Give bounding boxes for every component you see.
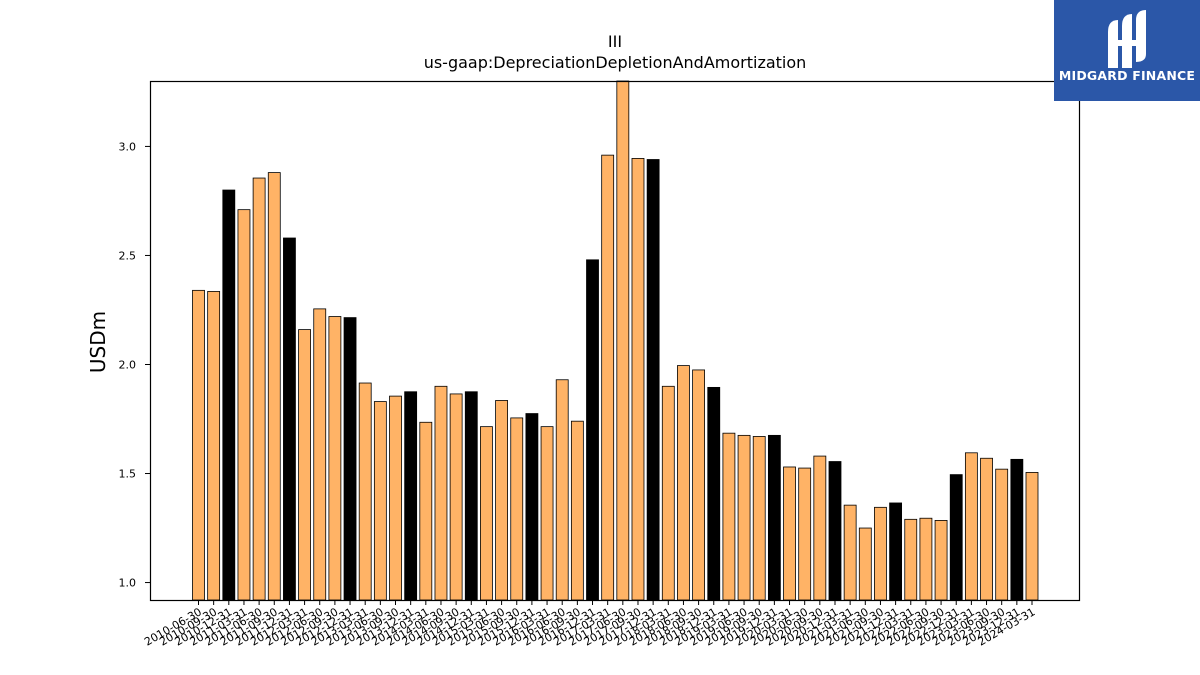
bar-2019-09-30: [752, 436, 766, 601]
bar-2011-03-31: [237, 209, 251, 601]
bar-2021-03-31: [843, 504, 857, 601]
bar-2017-12-31: [646, 159, 660, 601]
chart-subtitle: us-gaap:DepreciationDepletionAndAmortiza…: [424, 53, 807, 72]
bar-2021-06-30: [858, 527, 872, 601]
y-tick-label: 1.0: [119, 577, 137, 590]
bar-2020-12-31: [828, 461, 842, 601]
bar-2014-09-30: [449, 393, 463, 601]
logo-text: MIDGARD FINANCE: [1058, 68, 1196, 83]
midgard-logo-icon: [1108, 10, 1146, 68]
bar-2010-06-30: [192, 289, 205, 601]
bar-2017-03-31: [601, 154, 615, 601]
bar-2020-09-30: [813, 455, 827, 601]
bar-2016-03-31: [540, 426, 554, 601]
bar-2013-09-30: [389, 395, 402, 601]
bar-2022-09-30: [934, 520, 948, 601]
bar-2018-09-30: [692, 369, 705, 601]
bar-2017-09-30: [631, 158, 645, 601]
y-axis-label: USDm: [86, 311, 110, 373]
bar-2020-06-30: [798, 467, 812, 601]
bar-2010-12-31: [222, 189, 236, 601]
bar-2014-03-31: [419, 421, 433, 601]
y-axis: 1.0 1.5 2.0 2.5 3.0: [119, 140, 150, 590]
bar-2018-03-31: [661, 385, 675, 601]
bar-2021-12-31: [889, 502, 903, 601]
bar-2017-06-30: [616, 80, 630, 601]
y-tick-label: 3.0: [119, 140, 137, 153]
midgard-finance-logo: MIDGARD FINANCE: [1054, 0, 1200, 101]
bar-2015-06-30: [495, 400, 508, 601]
bar-2011-12-31: [283, 237, 296, 601]
plot-frame: [149, 80, 1081, 602]
bar-2011-09-30: [267, 172, 281, 601]
bar-2022-06-30: [919, 517, 933, 601]
bar-2013-12-31: [404, 391, 418, 601]
bar-2022-03-31: [904, 518, 918, 601]
bar-2012-09-30: [328, 316, 342, 601]
y-tick-label: 2.5: [119, 249, 137, 262]
bar-2012-06-30: [313, 308, 327, 601]
bar-2018-12-31: [707, 386, 721, 601]
bar-2016-06-30: [555, 379, 569, 601]
y-tick-label: 2.0: [119, 358, 137, 371]
y-tick-label: 1.5: [119, 468, 137, 481]
bar-2012-12-31: [343, 317, 357, 601]
bar-2024-03-31: [1025, 472, 1039, 601]
x-axis: 2010-06-302010-09-302010-12-312011-03-31…: [142, 600, 1038, 649]
bar-2019-06-30: [737, 434, 751, 601]
bar-2016-12-31: [586, 259, 599, 601]
bar-2020-03-31: [783, 466, 796, 601]
bar-2012-03-31: [298, 329, 311, 601]
bar-2014-12-31: [464, 391, 478, 601]
bar-2019-03-31: [722, 432, 736, 601]
bar-2023-06-30: [980, 457, 993, 601]
bar-2010-09-30: [207, 291, 221, 601]
bar-2015-03-31: [480, 426, 493, 601]
bar-2015-12-31: [525, 413, 539, 601]
bar-2011-06-30: [252, 177, 266, 601]
bar-2023-09-30: [995, 468, 1009, 601]
bar-2019-12-31: [767, 434, 781, 601]
bars-group: [192, 80, 1039, 601]
bar-2016-09-30: [570, 420, 584, 601]
bar-2014-06-30: [434, 385, 448, 601]
bar-2013-06-30: [373, 401, 387, 601]
bar-2022-12-31: [949, 474, 963, 601]
bar-2023-03-31: [964, 452, 978, 601]
bar-2013-03-31: [358, 382, 372, 601]
chart-title: III: [608, 32, 622, 51]
bar-2023-12-31: [1010, 458, 1024, 601]
bar-2015-09-30: [510, 417, 524, 601]
bar-2018-06-30: [677, 365, 690, 601]
bar-2021-09-30: [874, 506, 887, 601]
